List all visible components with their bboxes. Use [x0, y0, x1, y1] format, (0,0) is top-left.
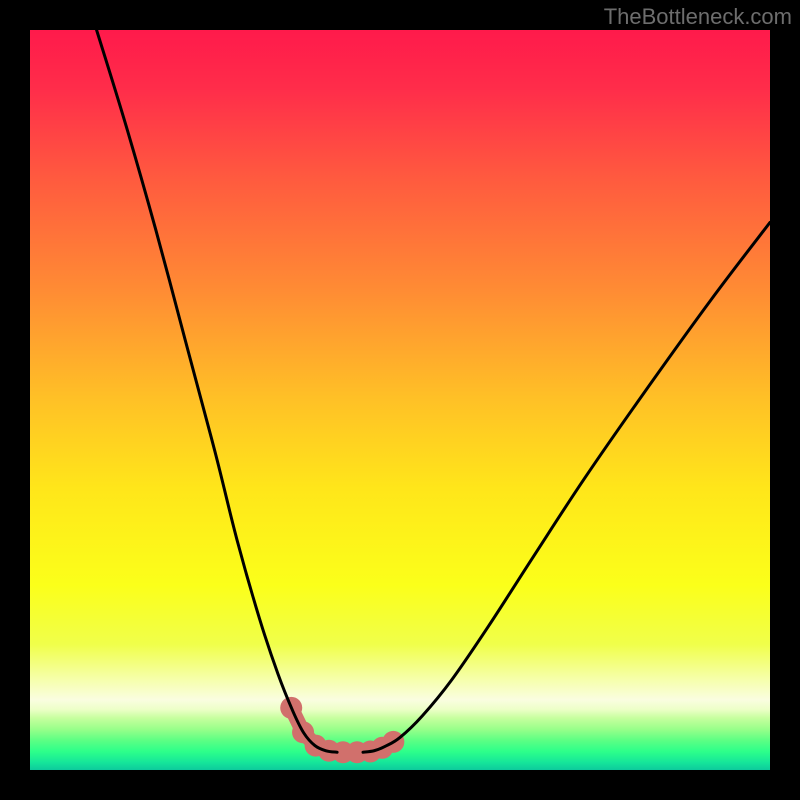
bottleneck-chart [30, 30, 770, 770]
gradient-background [30, 30, 770, 770]
chart-plot-area [30, 30, 770, 770]
watermark-text: TheBottleneck.com [604, 4, 792, 30]
